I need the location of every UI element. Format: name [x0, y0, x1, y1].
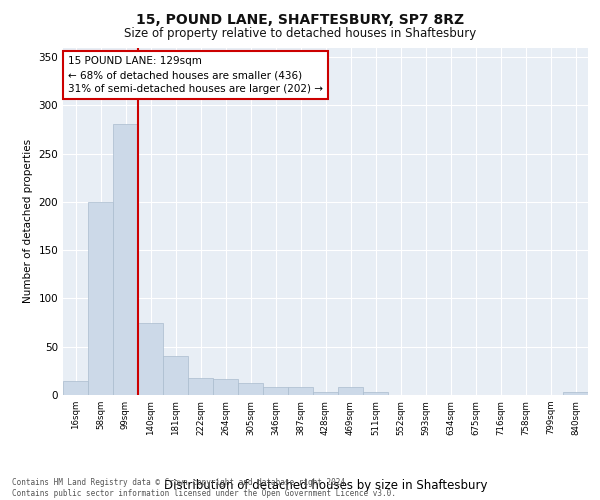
Bar	[263, 388, 288, 395]
Bar	[163, 356, 188, 395]
Bar	[188, 378, 213, 395]
Bar	[213, 378, 238, 395]
X-axis label: Distribution of detached houses by size in Shaftesbury: Distribution of detached houses by size …	[164, 479, 487, 492]
Bar	[113, 124, 138, 395]
Text: 15 POUND LANE: 129sqm
← 68% of detached houses are smaller (436)
31% of semi-det: 15 POUND LANE: 129sqm ← 68% of detached …	[68, 56, 323, 94]
Bar	[63, 380, 88, 395]
Bar	[563, 392, 588, 395]
Bar	[238, 384, 263, 395]
Bar	[313, 392, 338, 395]
Bar	[138, 322, 163, 395]
Text: Contains HM Land Registry data © Crown copyright and database right 2024.
Contai: Contains HM Land Registry data © Crown c…	[12, 478, 396, 498]
Y-axis label: Number of detached properties: Number of detached properties	[23, 139, 33, 304]
Text: Size of property relative to detached houses in Shaftesbury: Size of property relative to detached ho…	[124, 28, 476, 40]
Bar	[288, 388, 313, 395]
Bar	[88, 202, 113, 395]
Bar	[338, 388, 363, 395]
Bar	[363, 392, 388, 395]
Text: 15, POUND LANE, SHAFTESBURY, SP7 8RZ: 15, POUND LANE, SHAFTESBURY, SP7 8RZ	[136, 12, 464, 26]
